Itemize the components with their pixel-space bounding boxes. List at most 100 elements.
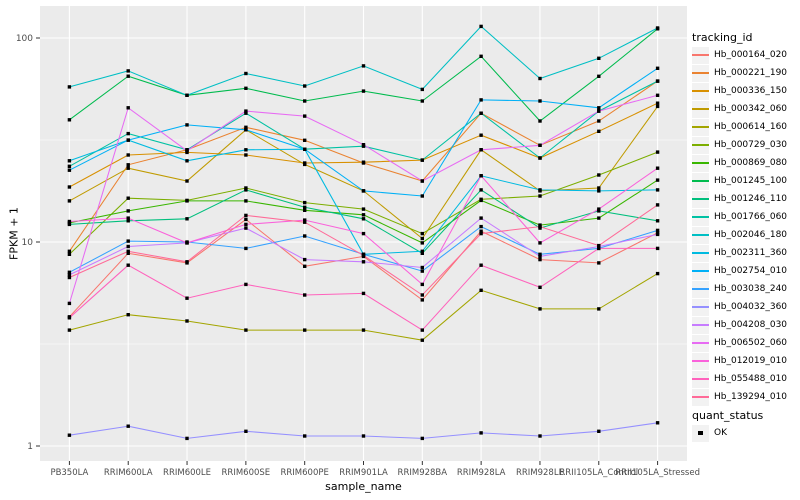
legend-key [692, 316, 709, 334]
legend-line-icon [692, 252, 709, 254]
x-tick-label: RRIM600PE [280, 468, 328, 478]
data-point [655, 178, 660, 182]
data-point [538, 99, 542, 103]
legend-entry-label: Hb_006502_060 [714, 338, 788, 348]
data-point [185, 179, 189, 183]
data-point [655, 188, 660, 192]
data-point [538, 224, 542, 229]
legend-line-icon [692, 108, 709, 110]
data-point [126, 138, 130, 142]
legend-line-icon [692, 378, 709, 380]
legend-entry-Hb_000164_020: Hb_000164_020 [692, 46, 798, 64]
legend-line-icon [692, 144, 709, 146]
x-tick-label: RRIM600SE [222, 468, 271, 478]
data-point [420, 194, 424, 198]
data-point [67, 159, 72, 163]
data-point [597, 56, 601, 60]
data-point [303, 99, 307, 103]
data-point [479, 148, 483, 152]
data-point [244, 217, 248, 222]
data-point [655, 66, 660, 70]
data-point [538, 307, 542, 311]
legend-title-quant-status: quant_status [692, 409, 764, 422]
data-point [420, 236, 424, 241]
legend-entry-label: Hb_002754_010 [714, 266, 788, 276]
data-point [126, 216, 130, 220]
data-point [244, 148, 248, 152]
data-point [67, 301, 72, 306]
data-point [185, 217, 189, 221]
data-point [67, 328, 72, 332]
legend-entry-Hb_004032_360: Hb_004032_360 [692, 298, 798, 316]
data-point [655, 421, 660, 425]
legend-entry-label: Hb_001766_060 [714, 212, 788, 222]
legend-entry-label: Hb_000869_080 [714, 158, 788, 168]
data-point [597, 429, 601, 433]
legend-key [692, 226, 709, 244]
data-point [479, 24, 483, 29]
data-point [185, 93, 189, 97]
data-point [67, 118, 72, 122]
data-point [479, 229, 483, 233]
legend-entry-ok: OK [692, 424, 798, 442]
legend-entry-Hb_004208_030: Hb_004208_030 [692, 316, 798, 334]
data-point [538, 241, 542, 245]
data-point [361, 189, 366, 193]
data-point [185, 149, 189, 153]
y-tick-label: 100 [16, 34, 33, 44]
data-point [361, 213, 366, 217]
data-point [420, 251, 424, 255]
data-point [420, 269, 424, 273]
legend-line-icon [692, 180, 709, 182]
data-point [420, 436, 424, 441]
legend-line-icon [692, 90, 709, 92]
data-point [420, 241, 424, 245]
data-point [303, 162, 307, 167]
legend-entry-Hb_000869_080: Hb_000869_080 [692, 154, 798, 172]
data-point [126, 153, 130, 157]
legend-key [692, 262, 709, 280]
legend-line-icon [692, 126, 709, 128]
x-tick-label: RRIM928BA [398, 468, 448, 478]
data-point [303, 264, 307, 268]
y-tick-label: 1 [27, 442, 33, 452]
legend-key [692, 244, 709, 262]
legend-entry-Hb_001766_060: Hb_001766_060 [692, 208, 798, 226]
x-tick-label: RRIM901LA [339, 468, 388, 478]
legend-entry-Hb_001246_110: Hb_001246_110 [692, 190, 798, 208]
data-point [67, 199, 72, 203]
data-point [67, 249, 72, 253]
data-point [655, 271, 660, 276]
data-point [185, 436, 189, 441]
legend-line-icon [692, 360, 709, 362]
data-point [597, 106, 601, 110]
legend-entry-label: Hb_000729_030 [714, 140, 788, 150]
data-point [538, 119, 542, 123]
data-point [244, 109, 248, 113]
legend-key [692, 172, 709, 190]
legend-key [692, 190, 709, 208]
legend-entry-label: Hb_002311_360 [714, 248, 788, 258]
legend-line-icon [692, 198, 709, 200]
data-point [361, 328, 366, 332]
legend-entry-Hb_000342_060: Hb_000342_060 [692, 100, 798, 118]
legend-line-icon [692, 72, 709, 74]
data-point [479, 54, 483, 58]
legend-line-icon [692, 396, 709, 398]
data-point [655, 150, 660, 154]
data-point [244, 226, 248, 230]
data-point [244, 71, 248, 76]
x-tick-label: RRIM928LA [457, 468, 506, 478]
data-point [67, 222, 72, 227]
data-point [303, 205, 307, 209]
data-point [361, 260, 366, 264]
legend-line-icon [692, 306, 709, 308]
data-point [479, 174, 483, 178]
legend-entry-Hb_006502_060: Hb_006502_060 [692, 334, 798, 352]
data-point [655, 104, 660, 109]
data-point [597, 261, 601, 265]
data-point [420, 179, 424, 183]
data-point [538, 143, 542, 147]
